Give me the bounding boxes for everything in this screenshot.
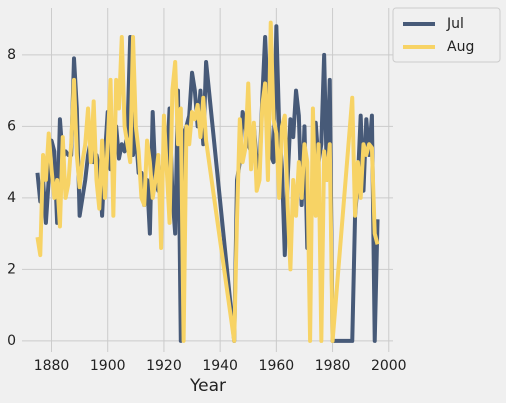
y-tick-label: 0	[7, 333, 16, 349]
x-tick-label: 2000	[371, 358, 407, 374]
data-line	[35, 20, 380, 343]
x-tick-label: 1940	[202, 358, 238, 374]
y-tick-label: 6	[7, 118, 16, 134]
y-tick-label: 4	[7, 190, 16, 206]
legend-label: Jul	[446, 16, 464, 32]
y-tick-label: 8	[7, 47, 16, 63]
x-tick-label: 1920	[146, 358, 182, 374]
x-tick-label: 1960	[259, 358, 295, 374]
x-tick-label: 1880	[34, 358, 70, 374]
x-axis-label: Year	[189, 376, 226, 396]
x-tick-label: 1980	[315, 358, 351, 374]
x-tick-label: 1900	[90, 358, 126, 374]
legend-label: Aug	[447, 39, 474, 55]
y-tick-label: 2	[7, 261, 16, 277]
